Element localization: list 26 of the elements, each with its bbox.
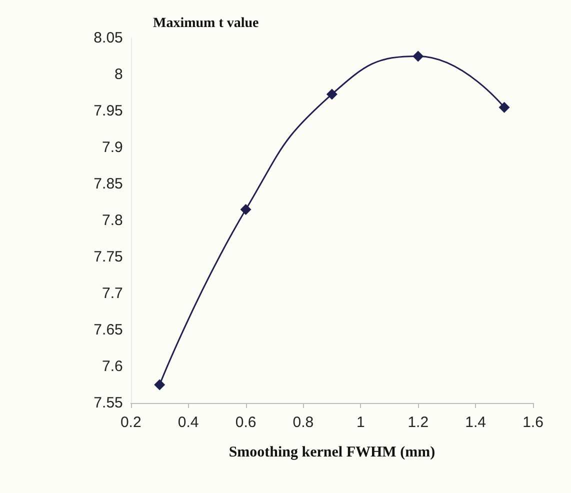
- y-tick-label: 7.65: [94, 322, 123, 338]
- y-tick-label: 8: [114, 66, 123, 83]
- y-tick-label: 7.6: [102, 358, 123, 375]
- x-tick-label: 0.8: [292, 414, 314, 431]
- y-tick-label: 7.55: [94, 394, 123, 412]
- x-tick-label: 0.2: [120, 414, 142, 431]
- x-tick-label: 0.4: [178, 414, 199, 431]
- point: [240, 204, 252, 216]
- y-tick-label: 7.8: [102, 212, 123, 229]
- point: [412, 50, 424, 62]
- x-tick-label: 1: [356, 414, 365, 431]
- y-axis-title: Maximum t value: [153, 16, 259, 32]
- point: [326, 88, 338, 100]
- y-tick-label: 7.9: [102, 139, 123, 156]
- point: [154, 379, 166, 390]
- x-tick-label: 0.6: [235, 414, 256, 431]
- y-tick-label: 7.75: [94, 248, 123, 266]
- y-tick-label: 7.95: [94, 102, 123, 120]
- point: [498, 102, 510, 113]
- y-tick-label: 7.7: [102, 285, 123, 302]
- x-tick-label: 1.4: [465, 414, 486, 431]
- x-tick-label: 1.6: [522, 414, 544, 431]
- y-tick-label: 7.85: [94, 176, 123, 192]
- x-tick-label: 1.2: [408, 414, 429, 431]
- y-tick-label: 8.05: [94, 30, 123, 46]
- x-axis-title: Smoothing kernel FWHM (mm): [228, 444, 436, 460]
